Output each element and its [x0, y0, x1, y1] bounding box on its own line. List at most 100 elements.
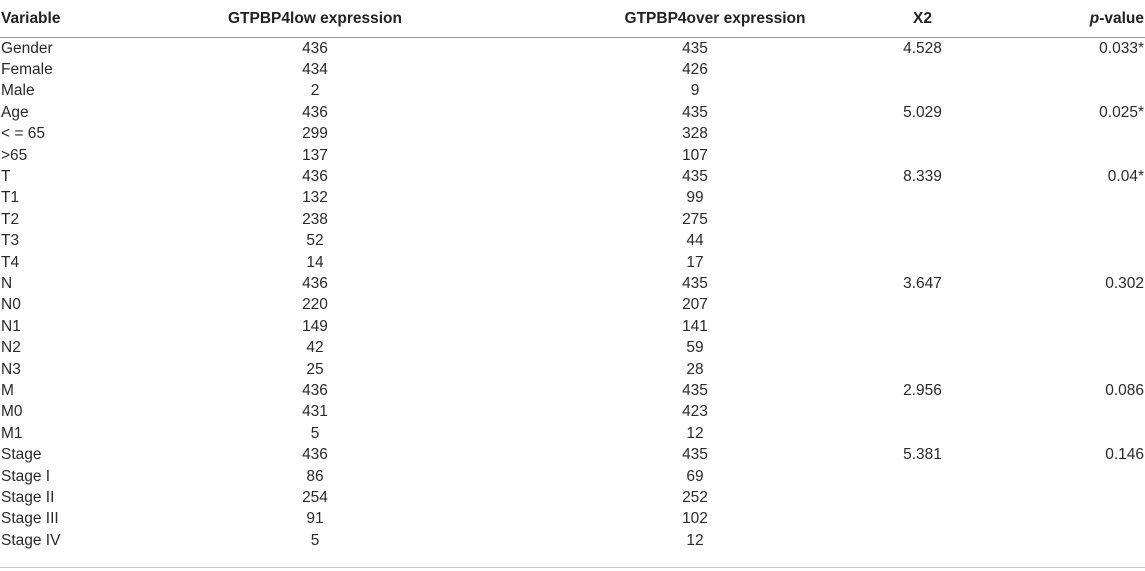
table-row: N3 25 28	[0, 359, 1145, 380]
cell-low-expression: 132	[302, 189, 328, 207]
cell-p-value	[1010, 466, 1145, 487]
cell-x2: 5.381	[903, 446, 942, 464]
cell-low-expression: 220	[302, 296, 328, 314]
cell-variable: N	[1, 274, 13, 292]
header-row: Variable GTPBP4low expression GTPBP4over…	[0, 0, 1145, 38]
cell-low-expression: 5	[310, 531, 320, 549]
cell-low-expression: 42	[306, 339, 324, 357]
cell-low-expression: 25	[306, 360, 324, 378]
cell-x2: 2.956	[903, 381, 942, 399]
table-row: < = 65 299 328	[0, 124, 1145, 145]
header-over-expression: GTPBP4over expression	[455, 0, 835, 38]
cell-low-expression: 434	[302, 61, 328, 79]
cell-x2	[835, 402, 1010, 423]
cell-over-expression: 28	[686, 360, 704, 378]
cell-low-expression: 14	[306, 253, 324, 271]
cell-variable: Stage III	[1, 510, 59, 528]
table-row: N2 42 59	[0, 337, 1145, 358]
cell-over-expression: 252	[682, 488, 708, 506]
cell-x2	[835, 316, 1010, 337]
header-p-rest: -value	[1099, 9, 1144, 27]
cell-x2	[835, 509, 1010, 530]
cell-over-expression: 207	[682, 296, 708, 314]
cell-x2	[835, 295, 1010, 316]
table-row: N 436 435 3.647 0.302	[0, 273, 1145, 294]
header-x2: X2	[835, 0, 1010, 38]
table-row: Stage III 91 102	[0, 509, 1145, 530]
cell-low-expression: 436	[302, 446, 328, 464]
cell-variable: T1	[1, 189, 20, 207]
cell-over-expression: 102	[682, 510, 708, 528]
table-row: T4 14 17	[0, 252, 1145, 273]
table-row: Stage IV 5 12	[0, 530, 1145, 552]
cell-variable: T3	[1, 232, 20, 250]
cell-x2: 3.647	[903, 274, 942, 292]
cell-x2	[835, 81, 1010, 102]
cell-variable: N0	[1, 296, 21, 314]
cell-x2	[835, 252, 1010, 273]
cell-low-expression: 436	[302, 381, 328, 399]
cell-over-expression: 435	[682, 168, 708, 186]
cell-variable: Stage I	[1, 467, 51, 485]
cell-variable: < = 65	[1, 125, 45, 143]
header-low-expression: GTPBP4low expression	[160, 0, 455, 38]
cell-low-expression: 436	[302, 274, 328, 292]
cell-variable: N3	[1, 360, 21, 378]
cell-variable: T	[1, 168, 11, 186]
cell-low-expression: 431	[302, 403, 328, 421]
cell-x2	[835, 231, 1010, 252]
cell-low-expression: 2	[310, 82, 320, 100]
table-row: Gender 436 435 4.528 0.033*	[0, 38, 1145, 60]
cell-over-expression: 435	[682, 39, 708, 57]
cell-p-value	[1010, 59, 1145, 80]
cell-variable: N1	[1, 317, 21, 335]
cell-x2	[835, 487, 1010, 508]
cell-low-expression: 52	[306, 232, 324, 250]
cell-x2: 4.528	[903, 39, 942, 57]
cell-p-value: 0.146	[1105, 446, 1144, 464]
cell-low-expression: 238	[302, 210, 328, 228]
cell-over-expression: 17	[686, 253, 704, 271]
table-row: T1 132 99	[0, 188, 1145, 209]
cell-p-value	[1010, 209, 1145, 230]
cell-variable: T2	[1, 210, 20, 228]
cell-variable: T4	[1, 253, 20, 271]
cell-x2	[835, 530, 1010, 552]
cell-low-expression: 91	[306, 510, 324, 528]
cell-low-expression: 254	[302, 488, 328, 506]
cell-over-expression: 275	[682, 210, 708, 228]
table-row: Male 2 9	[0, 81, 1145, 102]
cell-variable: Gender	[1, 39, 53, 57]
cell-x2	[835, 188, 1010, 209]
cell-p-value	[1010, 145, 1145, 166]
cell-low-expression: 5	[310, 424, 320, 442]
table-row: N1 149 141	[0, 316, 1145, 337]
table-row: T2 238 275	[0, 209, 1145, 230]
cell-x2	[835, 359, 1010, 380]
cell-p-value: 0.302	[1105, 274, 1144, 292]
cell-p-value	[1010, 423, 1145, 444]
cell-p-value	[1010, 124, 1145, 145]
cell-over-expression: 107	[682, 146, 708, 164]
cell-low-expression: 436	[302, 39, 328, 57]
cell-p-value: 0.025*	[1099, 103, 1144, 121]
cell-variable: M0	[1, 403, 23, 421]
table-row: M 436 435 2.956 0.086	[0, 380, 1145, 401]
cell-variable: Stage IV	[1, 531, 61, 549]
cell-x2	[835, 59, 1010, 80]
cell-x2	[835, 145, 1010, 166]
table-header: Variable GTPBP4low expression GTPBP4over…	[0, 0, 1145, 38]
cell-over-expression: 44	[686, 232, 704, 250]
cell-low-expression: 149	[302, 317, 328, 335]
header-p-italic: p	[1089, 9, 1100, 27]
cell-p-value	[1010, 188, 1145, 209]
table-row: Stage II 254 252	[0, 487, 1145, 508]
table-row: T 436 435 8.339 0.04*	[0, 166, 1145, 187]
table-body: Gender 436 435 4.528 0.033* Female 434 426 Male 2…	[0, 38, 1145, 552]
table-row: Stage 436 435 5.381 0.146	[0, 444, 1145, 465]
header-variable: Variable	[0, 0, 160, 38]
table-row: M1 5 12	[0, 423, 1145, 444]
cell-over-expression: 141	[682, 317, 708, 335]
cell-variable: Female	[1, 61, 53, 79]
